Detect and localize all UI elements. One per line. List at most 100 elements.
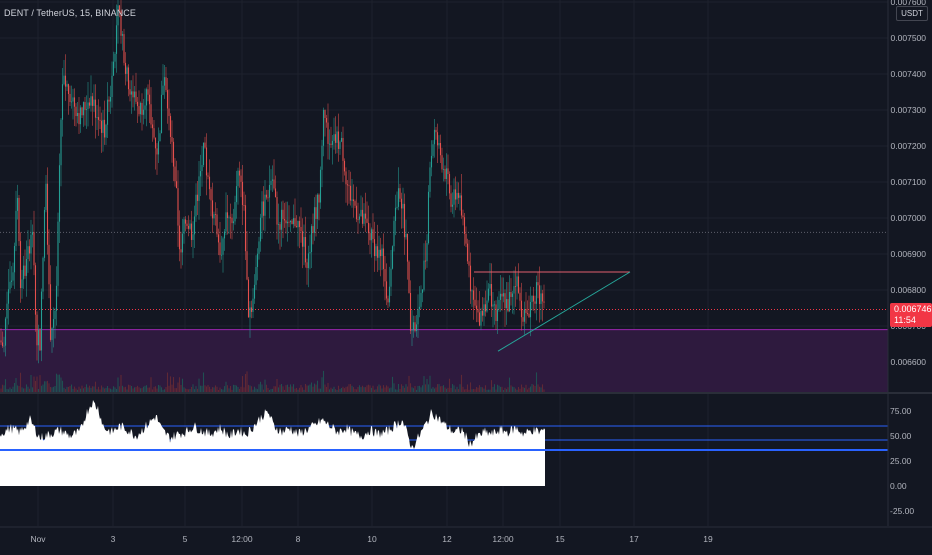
- candle-body: [463, 217, 466, 234]
- candle-body: [406, 233, 409, 262]
- volume-bar: [480, 387, 482, 392]
- candle-body: [259, 217, 262, 242]
- volume-bar: [60, 377, 62, 392]
- volume-bar: [367, 384, 370, 392]
- price-axis: 0.007600 0.007500 0.007400 0.007300 0.007200…: [887, 0, 926, 526]
- candle-body: [150, 104, 152, 125]
- volume-bar: [399, 388, 401, 392]
- volume-bar: [3, 385, 5, 392]
- candle-body: [238, 170, 241, 176]
- candle-body: [492, 304, 494, 307]
- candle-body: [435, 129, 437, 133]
- time-tick-label: 12:00: [492, 534, 514, 544]
- volume-bar: [78, 386, 80, 392]
- candle-body: [309, 251, 311, 254]
- candle-body: [466, 243, 469, 262]
- candle-body: [540, 293, 542, 304]
- candle-body: [454, 189, 457, 200]
- volume-bar: [15, 378, 17, 392]
- volume-bar: [45, 381, 47, 392]
- candle-body: [405, 233, 407, 238]
- time-tick-label: Nov: [30, 534, 46, 544]
- candle-body: [106, 99, 109, 125]
- candle-body: [28, 246, 31, 254]
- volume-bar: [460, 374, 463, 392]
- candle-body: [169, 116, 172, 137]
- volume-bar: [199, 385, 202, 392]
- candle-body: [397, 188, 400, 207]
- volume-bar: [93, 386, 95, 392]
- volume-bar: [375, 389, 377, 392]
- candle-body: [381, 248, 383, 257]
- volume-bar: [157, 384, 160, 392]
- volume-bar: [81, 385, 83, 392]
- candle-body: [129, 89, 131, 95]
- volume-bar: [190, 386, 193, 392]
- volume-bar: [505, 389, 508, 392]
- candle-body: [159, 133, 161, 142]
- volume-bar: [148, 387, 151, 392]
- candle-body: [432, 144, 434, 156]
- volume-bar: [184, 388, 187, 392]
- volume-bar: [355, 389, 358, 392]
- volume-bar: [244, 373, 247, 392]
- volume-bar: [102, 387, 104, 392]
- candle-body: [418, 306, 421, 310]
- candle-body: [100, 120, 103, 133]
- candle-body: [127, 67, 130, 90]
- volume-bar: [465, 389, 467, 392]
- candle-body: [12, 272, 14, 281]
- candle-body: [489, 284, 491, 289]
- volume-bar: [63, 387, 65, 392]
- volume-bar: [285, 385, 287, 392]
- candle-body: [496, 309, 499, 322]
- candle-body: [352, 199, 355, 202]
- time-tick-label: 12: [442, 534, 452, 544]
- volume-bar: [109, 388, 112, 392]
- candle-body: [147, 89, 149, 95]
- volume-bar: [442, 385, 445, 392]
- volume-bar: [51, 387, 53, 392]
- candle-body: [378, 249, 380, 258]
- candle-body: [97, 117, 100, 120]
- candle-body: [258, 241, 260, 254]
- volume-bar: [360, 387, 362, 392]
- volume-bar: [267, 388, 269, 392]
- candle-body: [415, 324, 418, 332]
- volume-bar: [319, 388, 322, 392]
- volume-bar: [151, 389, 154, 392]
- volume-bar: [466, 384, 469, 392]
- candle-body: [295, 226, 298, 228]
- volume-bar: [508, 377, 511, 392]
- volume-bar: [433, 388, 436, 392]
- candle-body: [172, 141, 175, 167]
- volume-bar: [42, 384, 44, 392]
- volume-bar: [430, 388, 433, 392]
- volume-bar: [529, 386, 532, 392]
- candle-body: [385, 281, 388, 299]
- oscillator-tick-label: -25.00: [890, 506, 914, 516]
- candle-body: [7, 289, 10, 304]
- candle-body: [477, 309, 479, 313]
- candle-body: [346, 184, 349, 186]
- candle-body: [207, 175, 209, 177]
- candle-body: [112, 61, 115, 76]
- volume-bar: [34, 380, 37, 392]
- candle-body: [22, 265, 25, 280]
- volume-bar: [321, 377, 323, 392]
- volume-bar: [166, 372, 169, 392]
- volume-bar: [214, 385, 217, 392]
- candle-body: [519, 292, 521, 301]
- currency-selector[interactable]: USDT: [896, 6, 928, 21]
- candle-body: [283, 219, 286, 221]
- candle-body: [393, 220, 395, 247]
- candle-body: [64, 75, 67, 87]
- volume-bar: [129, 385, 131, 392]
- candle-body: [55, 285, 58, 311]
- candle-body: [487, 288, 490, 301]
- volume-bar: [189, 389, 191, 392]
- volume-bar: [519, 388, 521, 392]
- volume-bar: [361, 385, 364, 392]
